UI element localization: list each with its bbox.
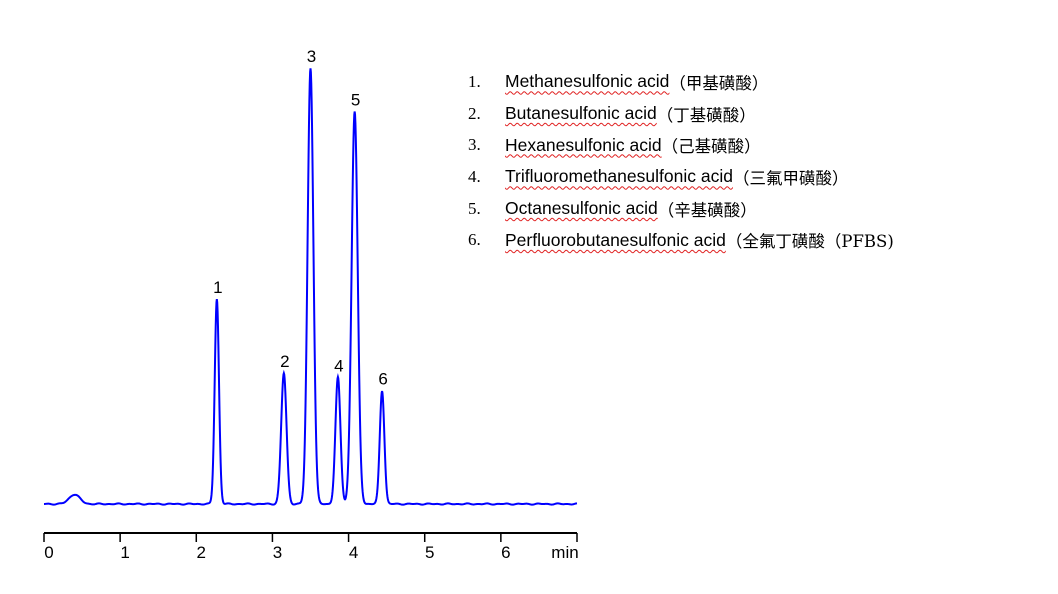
- peak-label: 1: [213, 278, 222, 297]
- legend-number: 6.: [468, 230, 481, 250]
- peak-label: 3: [307, 47, 316, 66]
- legend: 1. Methanesulfonic acid （甲基磺酸） 2. Butanesu…: [468, 66, 894, 256]
- legend-item: 1. Methanesulfonic acid （甲基磺酸）: [468, 66, 894, 98]
- legend-item: 2. Butanesulfonic acid （丁基磺酸）: [468, 98, 894, 130]
- x-tick-label: 1: [120, 543, 129, 562]
- legend-item: 5. Octanesulfonic acid （辛基磺酸）: [468, 193, 894, 225]
- legend-number: 3.: [468, 135, 481, 155]
- legend-chinese-name: （辛基磺酸）: [657, 200, 757, 220]
- legend-number: 4.: [468, 166, 481, 186]
- x-tick-label: 5: [425, 543, 434, 562]
- legend-chinese-name: （三氟甲磺酸）: [732, 168, 849, 188]
- legend-chinese-name: （丁基磺酸）: [656, 105, 756, 125]
- x-tick-label: 3: [273, 543, 282, 562]
- x-axis-unit-label: min: [551, 543, 578, 562]
- x-tick-label: 6: [501, 543, 510, 562]
- legend-name: Methanesulfonic acid: [505, 71, 670, 92]
- peak-label: 2: [280, 352, 289, 371]
- legend-chinese-name: （甲基磺酸）: [669, 73, 769, 93]
- legend-name: Butanesulfonic acid: [505, 103, 657, 124]
- peak-label: 4: [334, 357, 343, 376]
- legend-name: Hexanesulfonic acid: [505, 134, 662, 155]
- peak-label: 5: [351, 91, 360, 110]
- legend-chinese-name: （全氟丁磺酸（PFBS): [725, 232, 894, 252]
- legend-item: 3. Hexanesulfonic acid （己基磺酸）: [468, 129, 894, 161]
- legend-number: 1.: [468, 71, 481, 91]
- legend-item: 6. Perfluorobutanesulfonic acid （全氟丁磺酸（PFB…: [468, 224, 894, 256]
- x-tick-label: 0: [44, 543, 53, 562]
- legend-name: Octanesulfonic acid: [505, 198, 658, 219]
- x-tick-label: 2: [197, 543, 206, 562]
- x-tick-label: 4: [349, 543, 358, 562]
- legend-number: 2.: [468, 103, 481, 123]
- legend-number: 5.: [468, 198, 481, 218]
- chromatogram-trace: [43, 68, 578, 506]
- legend-name: Perfluorobutanesulfonic acid: [505, 229, 726, 250]
- legend-item: 4. Trifluoromethanesulfonic acid （三氟甲磺酸）: [468, 161, 894, 193]
- legend-name: Trifluoromethanesulfonic acid: [505, 166, 733, 187]
- peak-label: 6: [378, 370, 387, 389]
- legend-chinese-name: （己基磺酸）: [661, 137, 761, 157]
